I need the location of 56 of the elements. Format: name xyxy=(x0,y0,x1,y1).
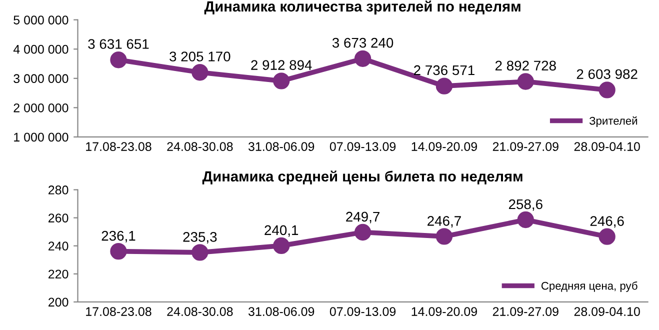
data-label: 2 603 982 xyxy=(576,69,638,80)
data-label: 235,3 xyxy=(183,232,217,244)
legend-label: Средняя цена, руб xyxy=(541,281,638,292)
point xyxy=(517,211,534,228)
point xyxy=(192,244,208,261)
point xyxy=(273,237,290,254)
data-label: 3 205 170 xyxy=(170,52,230,62)
point xyxy=(517,73,534,90)
point xyxy=(354,50,372,67)
y-tick-label: 240 xyxy=(48,242,68,250)
y-tick-label: 260 xyxy=(48,214,68,222)
x-tick-label: 28.09-04.10 xyxy=(574,142,640,151)
data-label: 236,1 xyxy=(102,230,136,242)
data-label: 258,6 xyxy=(508,199,542,211)
x-tick-label: 21.09-27.09 xyxy=(492,142,558,151)
y-tick-label: 3 000 000 xyxy=(14,74,68,84)
x-tick-label: 24.08-30.08 xyxy=(167,142,233,151)
y-tick-label: 220 xyxy=(48,270,68,279)
x-tick-label: 17.08-23.08 xyxy=(86,142,152,151)
x-tick-label: 17.08-23.08 xyxy=(86,307,152,316)
chart-title: Динамика средней цены билета по неделям xyxy=(202,170,522,184)
y-tick-label: 5 000 000 xyxy=(14,16,68,24)
x-tick-label: 28.09-04.10 xyxy=(574,307,640,316)
data-label: 249,7 xyxy=(346,212,380,224)
point xyxy=(110,242,127,260)
y-tick-label: 2 000 000 xyxy=(14,103,68,112)
data-label: 2 892 728 xyxy=(495,60,556,71)
x-tick-label: 07.09-13.09 xyxy=(330,307,396,316)
data-label: 3 631 651 xyxy=(88,39,149,49)
y-tick-label: 4 000 000 xyxy=(13,44,68,54)
y-tick-label: 200 xyxy=(48,298,68,307)
x-tick-label: 14.09-20.09 xyxy=(412,142,477,151)
point xyxy=(110,52,127,68)
point xyxy=(598,228,616,245)
x-tick-label: 31.08-06.09 xyxy=(248,307,314,316)
x-tick-label: 07.09-13.09 xyxy=(330,142,396,151)
data-label: 2 912 894 xyxy=(251,60,312,70)
x-tick-label: 21.09-27.09 xyxy=(492,307,558,316)
data-label: 2 736 571 xyxy=(414,65,474,76)
point xyxy=(192,64,208,81)
x-tick-label: 31.08-06.09 xyxy=(248,142,314,151)
y-tick-label: 280 xyxy=(48,186,68,194)
point xyxy=(354,224,372,241)
point xyxy=(598,82,616,98)
point xyxy=(436,78,453,94)
data-label: 3 673 240 xyxy=(332,38,394,48)
data-label: 246,6 xyxy=(590,216,624,228)
y-tick-label: 1 000 000 xyxy=(14,132,68,142)
x-tick-label: 14.09-20.09 xyxy=(412,307,477,316)
point xyxy=(273,72,290,90)
data-label: 246,7 xyxy=(428,216,461,228)
chart-title: Динамика количества зрителей по неделям xyxy=(204,0,520,14)
legend-label: Зрителей xyxy=(589,116,638,127)
x-tick-label: 24.08-30.08 xyxy=(167,307,233,316)
data-label: 240,1 xyxy=(264,225,298,237)
point xyxy=(436,228,453,245)
